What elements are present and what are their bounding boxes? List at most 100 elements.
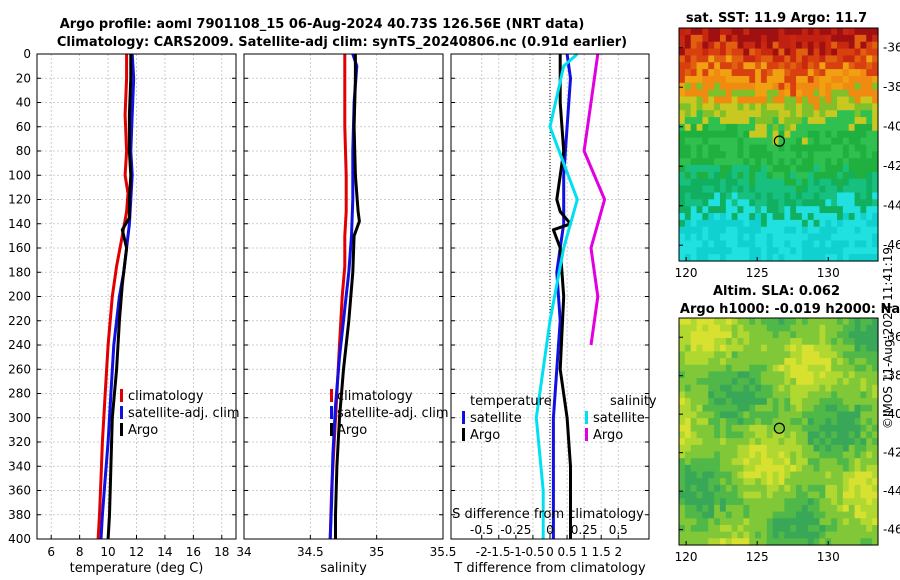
heatmap-cell [819,34,826,43]
heatmap-cell [772,531,780,539]
heatmap-cell [860,34,867,43]
heatmap-cell [702,69,709,77]
heatmap-cell [696,404,704,413]
heatmap-cell [825,110,832,118]
heatmap-cell [801,247,809,255]
heatmap-cell [848,511,856,519]
heatmap-cell [679,233,686,242]
heatmap-cell [819,338,826,346]
heatmap-cell [731,351,739,359]
heatmap-cell [790,75,797,84]
heatmap-cell [737,338,744,346]
heatmap-cell [842,391,850,399]
heatmap-cell [872,103,879,111]
heatmap-cell [866,240,873,248]
heatmap-cell [679,110,686,118]
heatmap-cell [737,41,744,50]
heatmap-cell [842,398,850,406]
heatmap-cell [872,458,879,466]
heatmap-cell [737,69,744,77]
heatmap-cell [766,358,774,366]
heatmap-cell [790,471,797,479]
heatmap-cell [772,371,780,379]
heatmap-cell [714,48,721,57]
heatmap-cell [690,199,698,207]
heatmap-cell [743,103,750,111]
heatmap-cell [796,524,803,533]
heatmap-cell [819,464,826,473]
heatmap-cell [854,69,862,77]
heatmap-cell [743,331,750,339]
heatmap-cell [796,240,803,248]
heatmap-cell [772,504,780,513]
heatmap-cell [860,424,867,433]
heatmap-cell [743,478,750,486]
heatmap-cell [737,171,744,180]
heatmap-cell [684,371,692,379]
heatmap-cell [790,518,797,526]
heatmap-cell [813,144,821,152]
heatmap-cell [749,117,756,125]
heatmap-cell [760,89,768,98]
heatmap-cell [819,240,826,248]
heatmap-cell [737,371,744,379]
heatmap-cell [696,398,704,406]
heatmap-cell [725,158,733,166]
heatmap-cell [848,233,856,242]
heatmap-cell [866,458,873,466]
heatmap-cell [796,384,803,393]
heatmap-cell [813,398,821,406]
heatmap-cell [872,192,879,200]
heatmap-cell [866,404,873,413]
heatmap-cell [702,110,709,118]
heatmap-cell [860,226,867,235]
heatmap-cell [690,424,698,433]
heatmap-cell [778,103,785,111]
heatmap-cell [801,82,809,91]
heatmap-cell [772,75,780,84]
heatmap-cell [790,117,797,125]
heatmap-cell [842,364,850,373]
heatmap-cell [760,96,768,104]
heatmap-cell [702,34,709,43]
x2-tick-label: 0.25 [571,523,598,537]
heatmap-cell [796,48,803,57]
heatmap-cell [702,471,709,479]
heatmap-cell [825,358,832,366]
heatmap-cell [831,158,838,166]
heatmap-cell [760,226,768,235]
heatmap-cell [743,130,750,139]
heatmap-cell [690,344,698,352]
heatmap-cell [831,137,838,146]
heatmap-cell [848,226,856,235]
heatmap-cell [807,451,815,459]
heatmap-cell [702,103,709,111]
heatmap-cell [825,518,832,526]
heatmap-cell [801,358,809,366]
heatmap-cell [743,384,750,393]
heatmap-cell [854,458,862,466]
heatmap-cell [743,233,750,242]
heatmap-cell [714,213,721,221]
heatmap-cell [755,123,762,132]
heatmap-cell [784,110,791,118]
heatmap-cell [708,358,715,366]
heatmap-cell [679,89,686,98]
heatmap-cell [684,96,692,104]
heatmap-cell [737,511,744,519]
heatmap-cell [731,504,739,513]
heatmap-cell [784,431,791,439]
heatmap-cell [807,62,815,70]
heatmap-cell [872,438,879,446]
heatmap-cell [842,82,850,91]
heatmap-cell [702,464,709,473]
heatmap-cell [842,324,850,332]
heatmap-cell [737,117,744,125]
heatmap-cell [813,219,821,228]
heatmap-cell [679,117,686,125]
heatmap-cell [819,438,826,446]
heatmap-cell [690,371,698,379]
heatmap-cell [749,318,756,326]
heatmap-cell [790,103,797,111]
